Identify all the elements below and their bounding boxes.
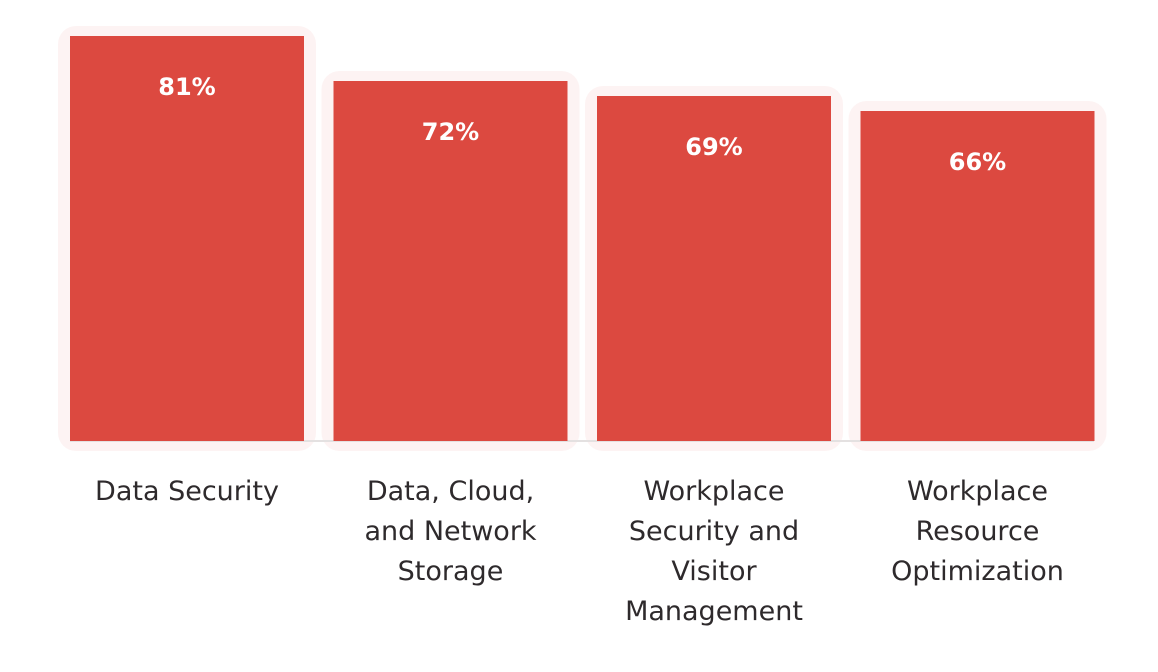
bar-value-label: 66% <box>949 148 1006 176</box>
category-label: Workplace Resource Optimization <box>891 476 1064 587</box>
category-label: Data, Cloud, and Network Storage <box>364 476 536 587</box>
value-labels-layer: 81% 72% 69% 66% <box>158 73 1006 176</box>
category-label-line: Storage <box>398 556 504 587</box>
category-label-line: Workplace <box>643 476 784 507</box>
category-label-line: Workplace <box>907 476 1048 507</box>
category-label-line: Optimization <box>891 556 1064 587</box>
category-label: Workplace Security and Visitor Management <box>625 476 803 627</box>
bar-value-label: 81% <box>158 73 215 101</box>
category-label-line: Visitor <box>671 556 757 587</box>
bar-value-label: 69% <box>685 133 742 161</box>
bar-value-label: 72% <box>422 118 479 146</box>
bars-layer <box>70 36 1095 441</box>
bar <box>333 81 568 441</box>
category-label-line: Resource <box>916 516 1040 547</box>
bar <box>70 36 304 441</box>
bar <box>860 111 1095 441</box>
category-label: Data Security <box>95 476 279 507</box>
category-label-line: Management <box>625 596 803 627</box>
category-label-line: and Network <box>364 516 536 547</box>
category-label-line: Security and <box>629 516 799 547</box>
category-label-line: Data Security <box>95 476 279 507</box>
category-label-line: Data, Cloud, <box>367 476 534 507</box>
bar <box>597 96 831 441</box>
category-labels-layer: Data Security Data, Cloud, and Network Stor… <box>95 476 1064 627</box>
